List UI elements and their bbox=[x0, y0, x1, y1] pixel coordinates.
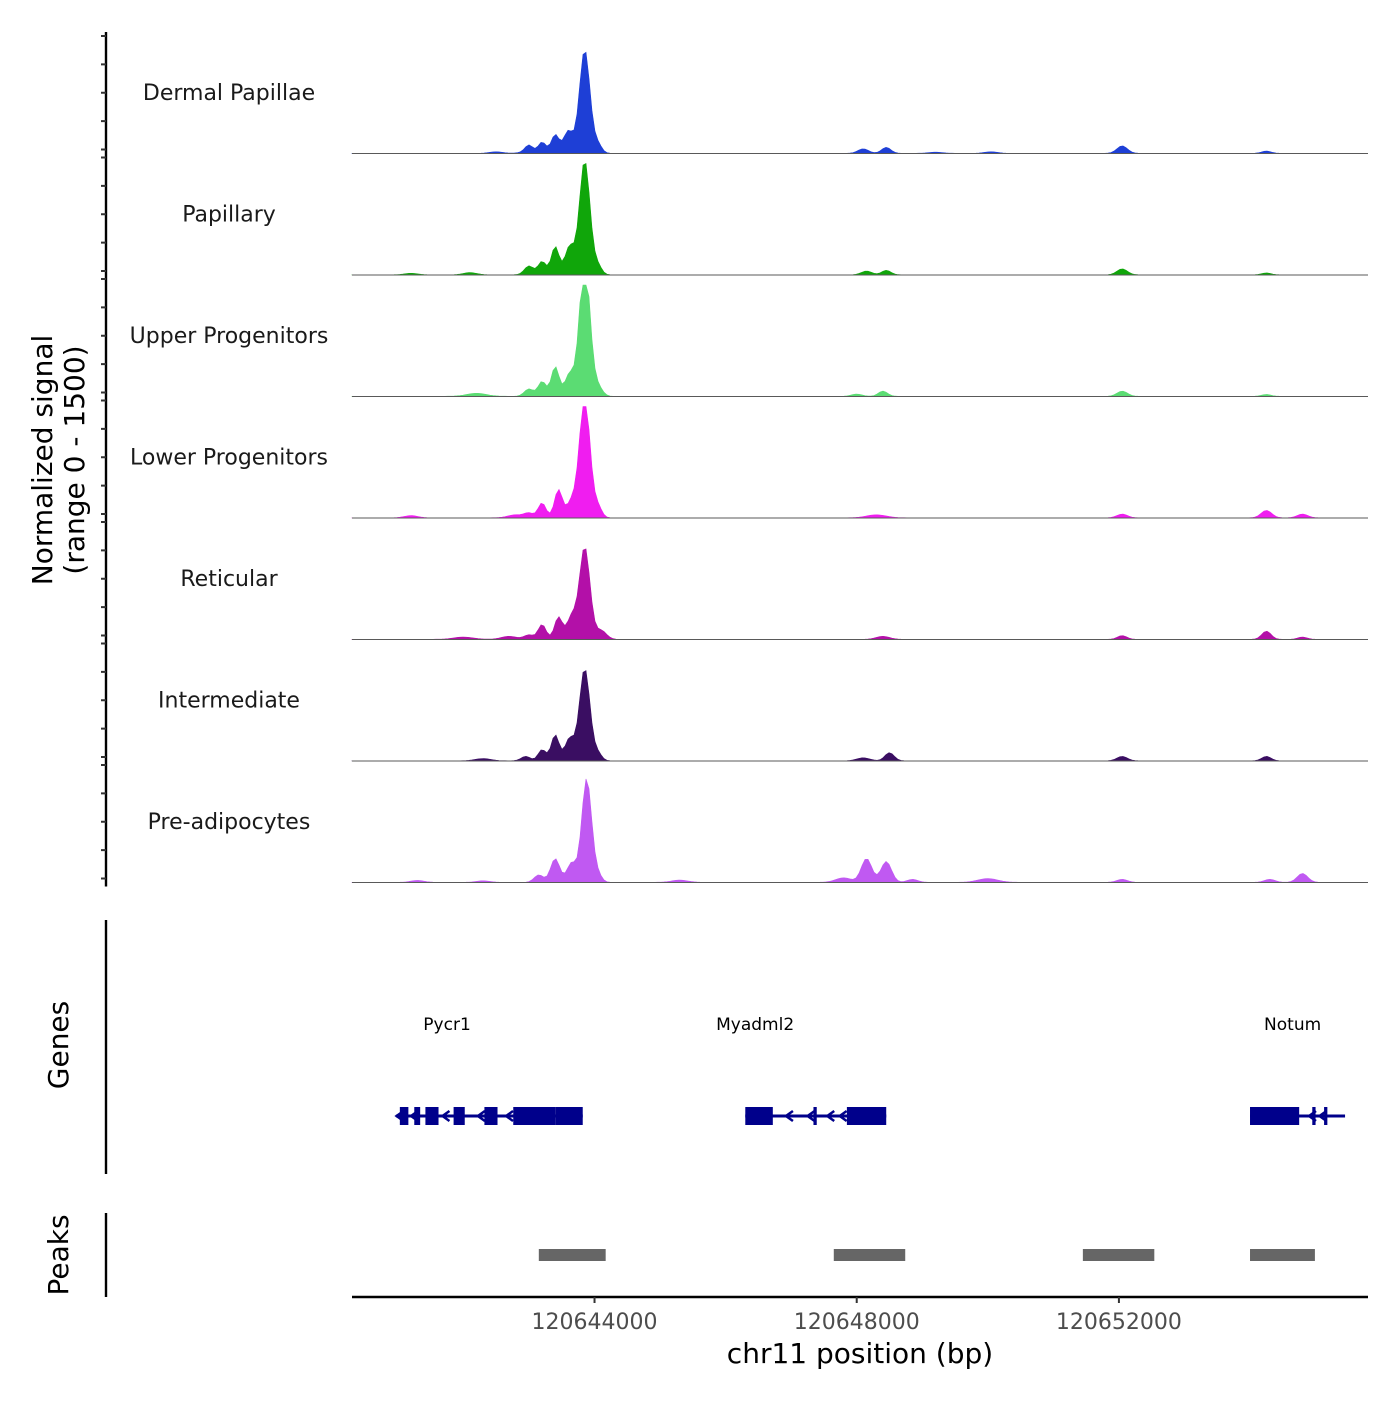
track-label-1: Dermal Papillae bbox=[143, 81, 315, 106]
gene-exon bbox=[846, 1107, 887, 1125]
track-label-3: Upper Progenitors bbox=[130, 324, 329, 349]
strand-arrow-icon bbox=[408, 1109, 419, 1123]
x-tick-label-2: 120648000 bbox=[794, 1310, 920, 1335]
coverage-track-6: Intermediate bbox=[158, 670, 1369, 762]
x-tick-label-1: 120644000 bbox=[532, 1310, 658, 1335]
strand-arrow-icon bbox=[503, 1109, 514, 1123]
gene-exon bbox=[813, 1107, 817, 1125]
peak-track bbox=[538, 1249, 1315, 1261]
coverage-track-7: Pre-adipocytes bbox=[148, 778, 1369, 883]
strand-arrow-icon bbox=[837, 1109, 848, 1123]
coverage-track-3: Upper Progenitors bbox=[130, 284, 1369, 397]
track-label-5: Reticular bbox=[180, 567, 278, 592]
coverage-track-2: Papillary bbox=[182, 163, 1369, 276]
gene-track: Pycr1 Myadml2 Notum bbox=[394, 1015, 1346, 1125]
strand-arrow-icon bbox=[440, 1109, 451, 1123]
track-label-4: Lower Progenitors bbox=[130, 446, 328, 471]
gene-notum: Notum bbox=[1250, 1015, 1346, 1125]
strand-arrow-icon bbox=[783, 1109, 794, 1123]
gene-exon bbox=[484, 1107, 498, 1125]
track-label-7: Pre-adipocytes bbox=[148, 810, 311, 835]
gene-exon bbox=[745, 1107, 773, 1125]
coverage-track-1: Dermal Papillae bbox=[143, 51, 1369, 154]
x-axis-title: chr11 position (bp) bbox=[727, 1337, 993, 1370]
gene-myadml2: Myadml2 bbox=[716, 1015, 887, 1125]
strand-arrow-icon bbox=[394, 1109, 405, 1123]
strand-arrow-icon bbox=[1306, 1109, 1317, 1123]
peak-region-1 bbox=[538, 1249, 606, 1261]
gene-exon bbox=[399, 1107, 409, 1125]
axes: 120644000 120648000 120652000 bbox=[101, 32, 1368, 1335]
strand-arrow-icon bbox=[475, 1109, 486, 1123]
coverage-track-4: Lower Progenitors bbox=[130, 406, 1369, 519]
peak-region-3 bbox=[1082, 1249, 1155, 1261]
peak-region-4 bbox=[1250, 1249, 1315, 1261]
gene-label-notum: Notum bbox=[1264, 1015, 1321, 1035]
gene-pycr1: Pycr1 bbox=[394, 1015, 583, 1125]
gene-exon bbox=[1324, 1107, 1328, 1125]
gene-exon bbox=[453, 1107, 465, 1125]
gene-exon bbox=[1250, 1107, 1300, 1125]
y-axis-title-line-2: (range 0 - 1500) bbox=[58, 345, 91, 574]
y-axis-title-line-1: Normalized signal bbox=[26, 335, 59, 586]
gene-label-pycr1: Pycr1 bbox=[423, 1015, 470, 1035]
strand-arrow-icon bbox=[825, 1109, 835, 1123]
peaks-track-title: Peaks bbox=[42, 1214, 75, 1295]
coverage-track-5: Reticular bbox=[180, 548, 1369, 640]
gene-label-myadml2: Myadml2 bbox=[716, 1015, 794, 1035]
gene-exon bbox=[425, 1107, 439, 1125]
gene-exon bbox=[1312, 1107, 1316, 1125]
track-label-6: Intermediate bbox=[158, 689, 300, 714]
peak-region-2 bbox=[833, 1249, 906, 1261]
x-tick-label-3: 120652000 bbox=[1056, 1310, 1182, 1335]
track-label-2: Papillary bbox=[182, 203, 276, 228]
genes-track-title: Genes bbox=[42, 1001, 75, 1089]
gene-exon bbox=[555, 1107, 583, 1125]
strand-arrow-icon bbox=[1317, 1109, 1328, 1123]
gene-exon bbox=[513, 1107, 556, 1125]
gene-exon bbox=[414, 1107, 421, 1125]
strand-arrow-icon bbox=[805, 1109, 816, 1123]
coverage-tracks: Dermal Papillae Papillary Upper Progenitor… bbox=[130, 51, 1369, 883]
